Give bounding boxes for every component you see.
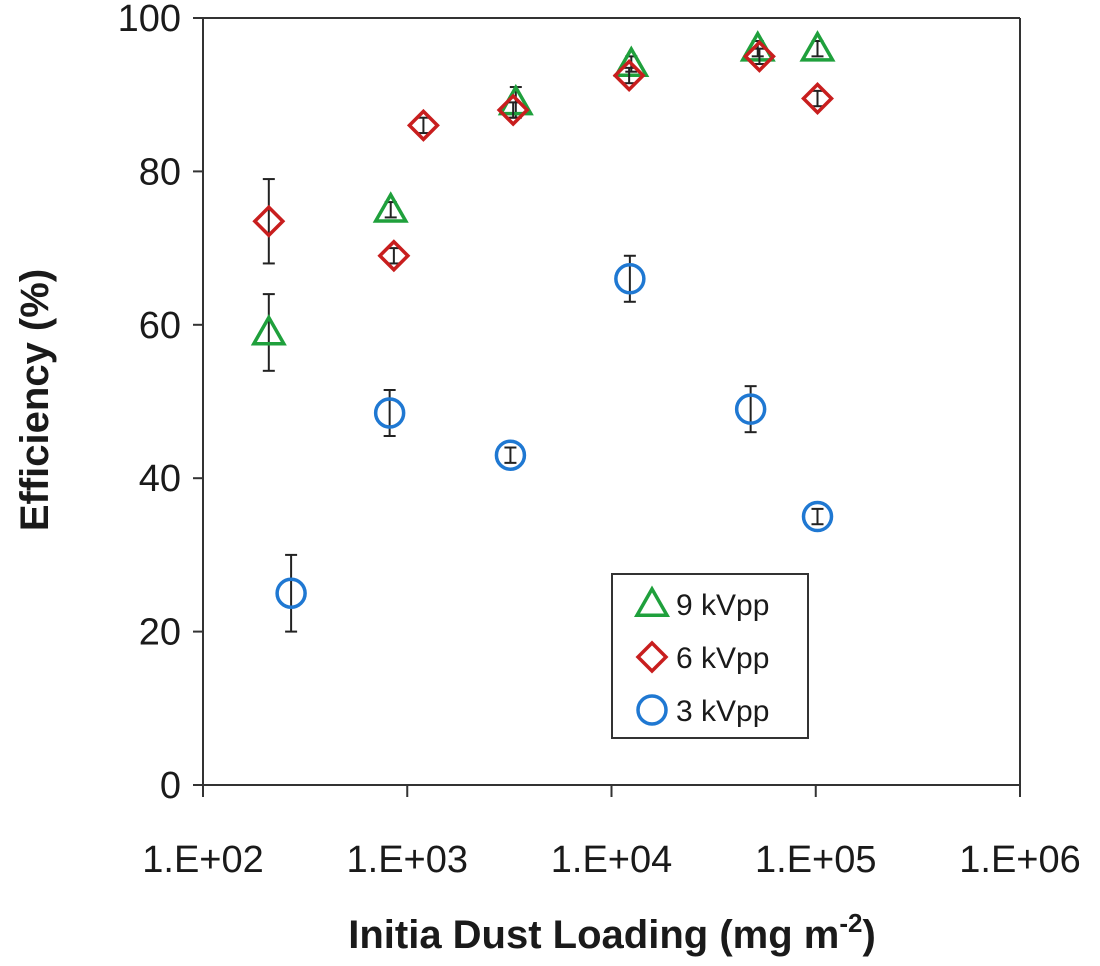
data-markers: [250, 30, 836, 633]
series-triangle: [250, 30, 836, 372]
data-point-diamond: [742, 39, 776, 73]
y-tick-label: 0: [160, 765, 181, 807]
legend-marker-triangle: [633, 585, 671, 617]
x-tick-label: 1.E+05: [755, 839, 877, 881]
data-point-diamond: [377, 239, 411, 273]
plot-area: [202, 17, 1021, 786]
y-axis-title: Efficiency (%): [13, 269, 57, 531]
data-point-diamond: [801, 82, 834, 116]
data-point-triangle: [799, 30, 836, 62]
data-point-diamond: [612, 59, 646, 92]
y-tick-label: 100: [118, 0, 181, 40]
legend-label: 3 kVpp: [676, 695, 769, 728]
y-tick-label: 60: [139, 305, 181, 347]
legend-marker-diamond: [635, 640, 669, 674]
data-point-diamond: [252, 204, 286, 238]
data-point-triangle: [250, 313, 287, 346]
x-axis-title-main: Initia Dust Loading (mg m: [348, 913, 839, 957]
y-tick-label: 40: [139, 458, 181, 500]
data-point-circle: [275, 577, 307, 609]
data-point-circle: [494, 439, 527, 471]
y-tick-label: 80: [139, 151, 181, 193]
data-point-circle: [801, 500, 834, 533]
x-axis-title-superscript: -2: [839, 908, 862, 938]
x-tick-label: 1.E+03: [347, 839, 469, 881]
series-diamond: [252, 39, 834, 273]
x-tick-label: 1.E+04: [551, 839, 673, 881]
y-axis: 0 20 40 60 80 100: [118, 0, 203, 807]
data-point-circle: [373, 397, 406, 429]
x-axis-title: Initia Dust Loading (mg m-2): [348, 908, 876, 957]
data-point-diamond: [406, 108, 440, 142]
legend-label: 6 kVpp: [676, 642, 769, 675]
legend-marker-circle: [636, 694, 668, 726]
y-tick-label: 20: [139, 612, 181, 654]
x-tick-label: 1.E+02: [142, 839, 264, 881]
data-point-triangle: [372, 191, 409, 223]
data-point-circle: [734, 393, 767, 425]
data-point-triangle: [613, 45, 650, 78]
legend-label: 9 kVpp: [676, 589, 769, 622]
legend: 9 kVpp 6 kVpp 3 kVpp: [611, 573, 809, 739]
data-point-circle: [614, 263, 646, 295]
x-axis: 1.E+02 1.E+03 1.E+04 1.E+05 1.E+06: [142, 785, 1081, 881]
data-point-diamond: [496, 93, 530, 127]
series-circle: [275, 254, 834, 633]
x-tick-label: 1.E+06: [959, 839, 1081, 881]
x-axis-title-end: ): [862, 913, 875, 957]
